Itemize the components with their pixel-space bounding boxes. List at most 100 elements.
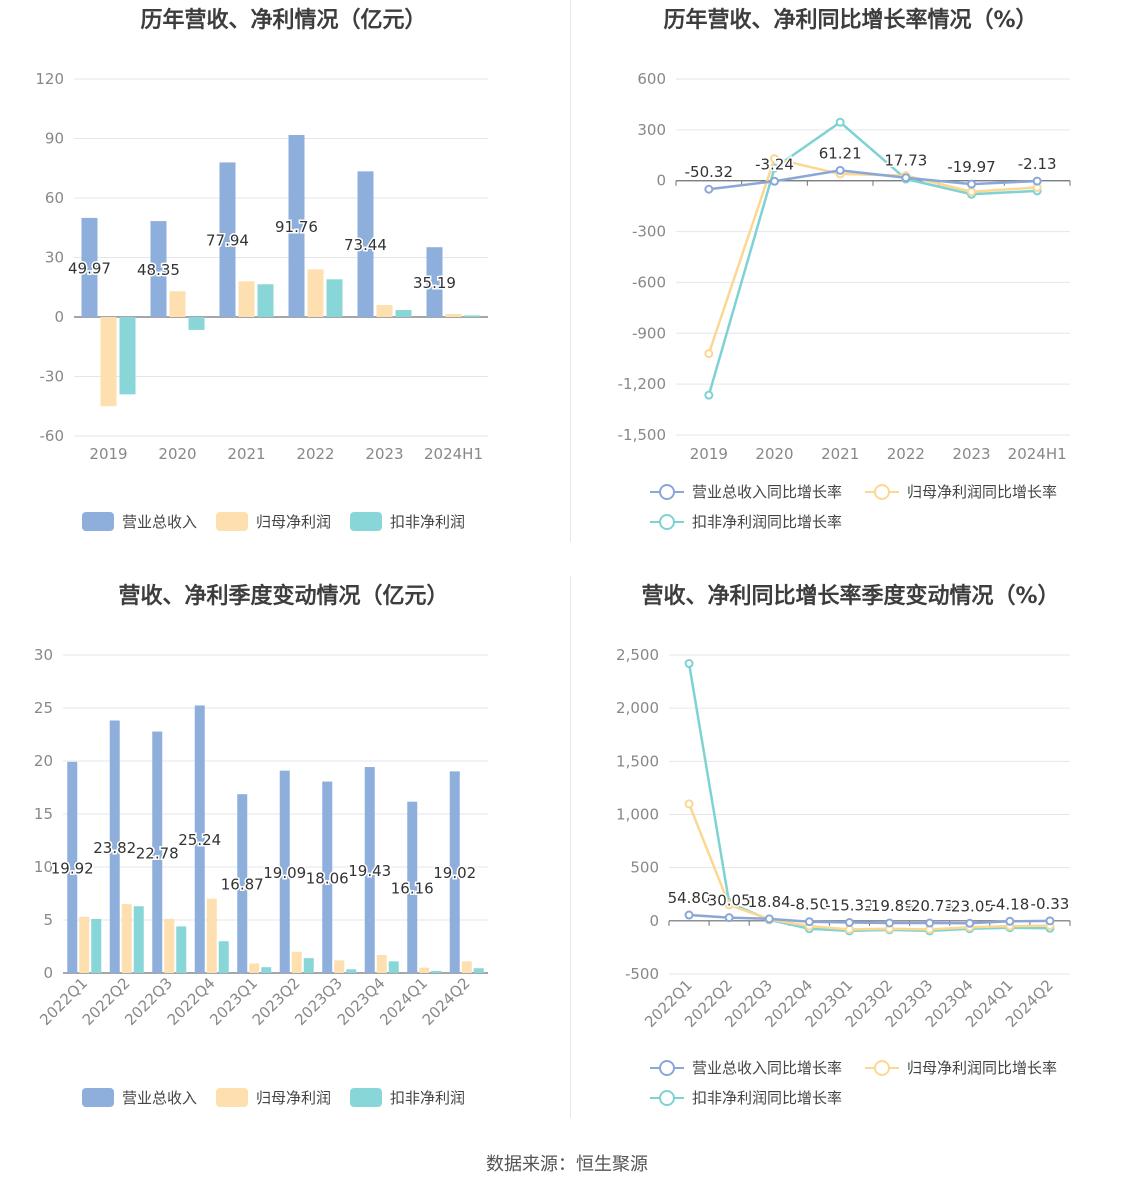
data-point bbox=[684, 799, 694, 809]
bar bbox=[206, 898, 217, 973]
data-label: 73.44 bbox=[344, 236, 387, 254]
chart-legend: 营业总收入 归母净利润 扣非净利润 bbox=[0, 0, 567, 560]
chart-legend: 营业总收入同比增长率 归母净利润同比增长率 扣非净利润同比增长率 bbox=[567, 0, 1134, 560]
legend-item-revenue-growth[interactable]: 营业总收入同比增长率 bbox=[650, 481, 842, 502]
bar bbox=[322, 781, 333, 973]
legend-item-revenue-growth[interactable]: 营业总收入同比增长率 bbox=[650, 1057, 842, 1078]
bar bbox=[307, 269, 324, 317]
data-point bbox=[770, 154, 779, 164]
legend-swatch-revenue bbox=[82, 1088, 114, 1107]
y-tick-label: -60 bbox=[40, 427, 65, 445]
legend-item-revenue[interactable]: 营业总收入 bbox=[82, 511, 197, 532]
data-point bbox=[1032, 176, 1042, 186]
y-tick-label: -900 bbox=[632, 324, 666, 342]
bar bbox=[249, 963, 260, 973]
data-label: 19.43 bbox=[348, 862, 391, 880]
data-label: -50.32 bbox=[685, 163, 733, 181]
x-tick-label: 2020 bbox=[158, 445, 196, 463]
legend-item-net-profit-growth[interactable]: 归母净利润同比增长率 bbox=[865, 481, 1057, 502]
bar bbox=[419, 967, 430, 973]
legend-label: 归母净利润 bbox=[256, 1089, 332, 1107]
annual-growth-panel: 历年营收、净利同比增长率情况（%） -1,500 -1,200 -900 -600 -3… bbox=[567, 0, 1134, 560]
data-label: 17.73 bbox=[884, 152, 927, 170]
panel-title: 历年营收、净利同比增长率情况（%） bbox=[663, 8, 1038, 33]
annual-amount-panel: 历年营收、净利情况（亿元） -60 -30 0 30 60 90 120 2019 2020 20… bbox=[0, 0, 567, 560]
legend-item-deducted-profit[interactable]: 扣非净利润 bbox=[350, 511, 465, 532]
data-point bbox=[804, 917, 814, 927]
x-tick-label: 2024H1 bbox=[1008, 445, 1067, 463]
y-tick-label: 1,000 bbox=[616, 806, 659, 824]
data-label: -23.05 bbox=[946, 897, 994, 915]
data-point bbox=[704, 184, 714, 194]
panel-divider bbox=[570, 576, 571, 1118]
chart-legend: 营业总收入 归母净利润 扣非净利润 bbox=[0, 576, 567, 1136]
bar bbox=[261, 967, 272, 973]
legend-item-net-profit[interactable]: 归母净利润 bbox=[216, 1087, 331, 1108]
data-point bbox=[684, 659, 694, 669]
series-line bbox=[688, 913, 1050, 925]
data-label: -19.97 bbox=[947, 158, 995, 176]
bar bbox=[150, 221, 167, 317]
bar bbox=[176, 926, 187, 973]
series-line bbox=[707, 120, 1038, 396]
data-point bbox=[835, 117, 845, 127]
legend-item-deducted-profit-growth[interactable]: 扣非净利润同比增长率 bbox=[650, 511, 842, 532]
y-tick-label: 5 bbox=[43, 911, 53, 929]
legend-marker-deducted-profit-growth bbox=[650, 1089, 684, 1107]
chart-legend: 营业总收入同比增长率 归母净利润同比增长率 扣非净利润同比增长率 bbox=[567, 576, 1134, 1136]
bar bbox=[326, 279, 343, 317]
data-point bbox=[684, 910, 694, 920]
bar bbox=[445, 314, 462, 317]
y-tick-label: 1,500 bbox=[616, 752, 659, 770]
data-label: 49.97 bbox=[68, 259, 111, 277]
data-label: -19.88 bbox=[865, 897, 913, 915]
data-point bbox=[967, 179, 976, 189]
legend-marker-net-profit-growth bbox=[865, 483, 899, 501]
legend-item-deducted-profit-growth[interactable]: 扣非净利润同比增长率 bbox=[650, 1087, 842, 1108]
legend-item-revenue[interactable]: 营业总收入 bbox=[82, 1087, 197, 1108]
bar bbox=[100, 317, 117, 407]
y-tick-label: 0 bbox=[649, 912, 659, 930]
y-tick-label: 30 bbox=[34, 646, 53, 664]
data-label: -2.13 bbox=[1018, 155, 1057, 173]
data-label: 30.05 bbox=[708, 892, 751, 910]
bar bbox=[303, 958, 314, 973]
data-point bbox=[1045, 916, 1055, 926]
y-tick-label: 10 bbox=[34, 858, 53, 876]
quarterly-amount-chart: 0510152025302022Q12022Q22022Q32022Q42023… bbox=[34, 646, 488, 1029]
legend-item-deducted-profit[interactable]: 扣非净利润 bbox=[350, 1087, 465, 1108]
bar bbox=[473, 968, 484, 973]
y-tick-label: -30 bbox=[40, 368, 65, 386]
legend-marker-revenue-growth bbox=[650, 483, 684, 501]
legend-marker-revenue-growth bbox=[650, 1059, 684, 1077]
data-label: 35.19 bbox=[413, 274, 456, 292]
panel-title: 营收、净利同比增长率季度变动情况（%） bbox=[641, 584, 1060, 609]
data-label: -20.73 bbox=[905, 897, 953, 915]
bar bbox=[109, 720, 120, 973]
data-label: 54.80 bbox=[668, 889, 711, 907]
data-point bbox=[704, 349, 714, 359]
data-point bbox=[724, 900, 734, 910]
y-tick-label: 0 bbox=[54, 308, 64, 326]
x-tick-label: 2019 bbox=[89, 445, 127, 463]
data-label: 16.87 bbox=[221, 876, 264, 894]
legend-marker-net-profit-growth bbox=[865, 1059, 899, 1077]
y-tick-label: 0 bbox=[656, 172, 666, 190]
bar bbox=[357, 171, 374, 317]
bar bbox=[67, 761, 78, 973]
data-label: 22.78 bbox=[136, 844, 179, 862]
bar bbox=[449, 771, 460, 973]
bar bbox=[291, 951, 302, 973]
legend-marker-deducted-profit-growth bbox=[650, 513, 684, 531]
bar bbox=[407, 801, 418, 973]
data-label: 77.94 bbox=[206, 232, 249, 250]
bar bbox=[376, 954, 387, 973]
legend-label: 归母净利润 bbox=[256, 513, 332, 531]
y-tick-label: 600 bbox=[637, 70, 666, 88]
legend-item-net-profit[interactable]: 归母净利润 bbox=[216, 511, 331, 532]
data-label: 61.21 bbox=[819, 144, 862, 162]
x-tick-label: 2023 bbox=[365, 445, 403, 463]
legend-item-net-profit-growth[interactable]: 归母净利润同比增长率 bbox=[865, 1057, 1057, 1078]
bar bbox=[164, 918, 175, 973]
data-label: 91.76 bbox=[275, 218, 318, 236]
